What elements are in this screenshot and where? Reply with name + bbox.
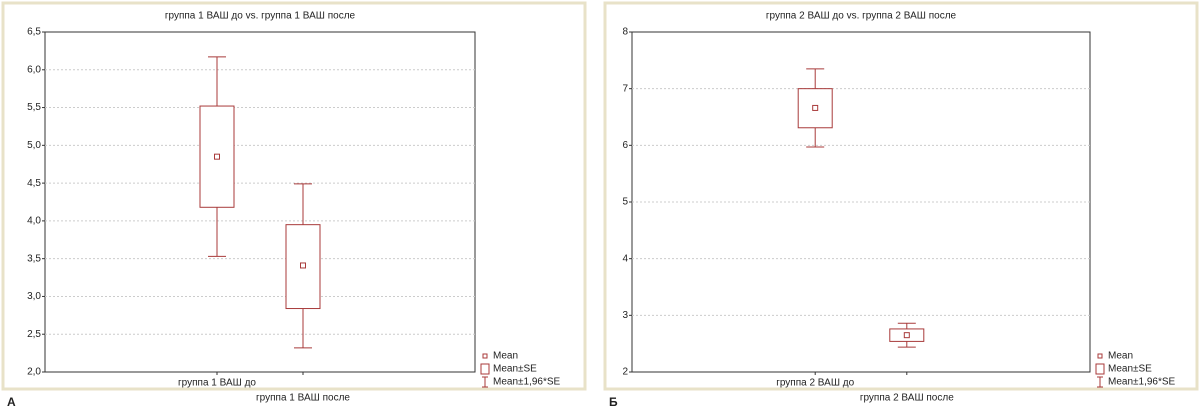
plot-area [44,31,476,373]
chart-title: группа 2 ВАШ до vs. группа 2 ВАШ после [766,11,957,22]
y-tick-label: 2,0 [27,367,41,378]
legend-label: Mean±SE [1108,364,1152,375]
y-tick-label: 2 [622,367,628,378]
mean-marker [214,153,220,160]
y-tick-label: 4 [622,253,628,264]
y-tick-label: 6,5 [27,27,41,38]
y-tick-label: 4,0 [27,216,41,227]
y-tick-label: 6 [622,140,628,151]
legend-symbol [1095,363,1105,375]
y-tick-label: 3 [622,310,628,321]
panel-label: Б [609,395,618,409]
y-tick-label: 8 [622,27,628,38]
y-tick-label: 3,0 [27,291,41,302]
legend-symbol [482,353,488,359]
chart-title: группа 1 ВАШ до vs. группа 1 ВАШ после [165,11,356,22]
x-tick-label: группа 2 ВАШ после [860,393,954,404]
mean-marker [903,332,910,339]
mean-marker [300,262,306,269]
y-tick-label: 5,5 [27,102,41,113]
legend-label: Mean±1,96*SE [1108,377,1176,388]
x-tick-label: группа 1 ВАШ до [178,378,256,389]
mean-marker [812,104,819,111]
legend-symbol [1097,353,1103,359]
legend-label: Mean [1108,351,1133,362]
panel-label: А [7,395,16,409]
y-tick-label: 5,0 [27,140,41,151]
x-tick-label: группа 1 ВАШ после [256,393,350,404]
y-tick-label: 2,5 [27,329,41,340]
x-tick-label: группа 2 ВАШ до [776,378,854,389]
legend-symbol [480,363,490,375]
legend-label: Mean [493,351,518,362]
y-tick-label: 4,5 [27,178,41,189]
y-tick-label: 6,0 [27,64,41,75]
legend-label: Mean±1,96*SE [493,377,561,388]
y-tick-label: 3,5 [27,253,41,264]
legend-label: Mean±SE [493,364,537,375]
y-tick-label: 7 [622,83,628,94]
y-tick-label: 5 [622,197,628,208]
